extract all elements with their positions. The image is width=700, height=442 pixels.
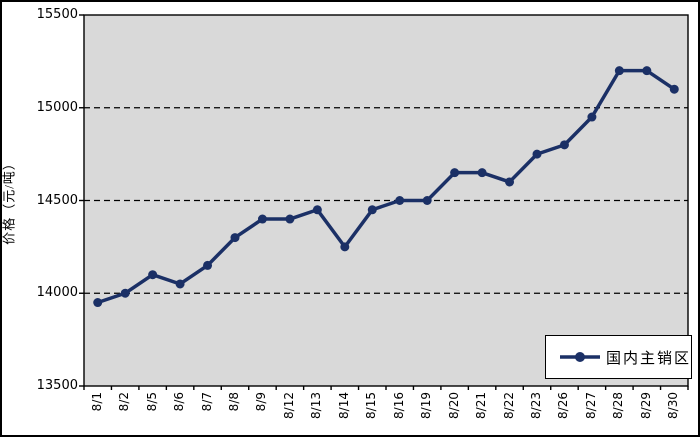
data-point bbox=[312, 205, 322, 215]
x-tick-label: 8/12 bbox=[281, 392, 296, 419]
data-point bbox=[120, 288, 130, 298]
x-tick-label: 8/28 bbox=[611, 392, 626, 419]
x-tick-label: 8/19 bbox=[419, 392, 434, 419]
x-tick-label: 8/30 bbox=[666, 392, 681, 419]
y-tick-label: 13500 bbox=[36, 378, 78, 393]
data-point bbox=[340, 242, 350, 252]
x-tick-label: 8/27 bbox=[583, 392, 598, 419]
x-tick-label: 8/22 bbox=[501, 392, 516, 419]
data-point bbox=[203, 260, 213, 270]
data-point bbox=[230, 233, 240, 243]
x-tick-label: 8/5 bbox=[144, 392, 159, 412]
y-tick-label: 15000 bbox=[36, 99, 78, 115]
data-point bbox=[642, 66, 652, 76]
data-point bbox=[532, 149, 542, 159]
y-tick-label: 14000 bbox=[36, 285, 78, 301]
data-point bbox=[395, 196, 405, 205]
data-point bbox=[614, 66, 624, 76]
legend-box: 国内主销区 bbox=[545, 335, 692, 379]
x-tick-label: 8/1 bbox=[89, 392, 104, 412]
data-point bbox=[422, 196, 432, 205]
x-tick-label: 8/23 bbox=[529, 392, 543, 419]
x-tick-label: 8/29 bbox=[638, 392, 653, 419]
x-tick-label: 8/16 bbox=[391, 392, 406, 419]
data-point bbox=[450, 168, 460, 178]
y-tick-label: 14500 bbox=[36, 192, 78, 208]
data-point bbox=[559, 140, 569, 150]
data-point bbox=[367, 205, 377, 215]
data-point bbox=[477, 168, 487, 178]
x-tick-label: 8/8 bbox=[227, 392, 241, 412]
x-tick-label: 8/21 bbox=[474, 392, 489, 419]
x-tick-label: 8/7 bbox=[199, 392, 214, 412]
data-point bbox=[93, 298, 103, 308]
y-axis-title: 价格（元/吨） bbox=[1, 156, 17, 245]
data-point bbox=[669, 84, 679, 94]
x-tick-label: 8/14 bbox=[336, 392, 351, 419]
data-point bbox=[285, 214, 295, 224]
data-point bbox=[175, 279, 185, 289]
y-tick-label: 15500 bbox=[36, 7, 78, 22]
x-tick-label: 8/20 bbox=[446, 392, 461, 419]
data-point bbox=[587, 112, 597, 122]
x-tick-label: 8/15 bbox=[364, 392, 379, 419]
data-point bbox=[257, 214, 267, 224]
legend-series-label: 国内主销区 bbox=[605, 350, 691, 367]
x-tick-label: 8/13 bbox=[309, 392, 324, 419]
x-tick-label: 8/26 bbox=[556, 392, 571, 419]
data-line bbox=[97, 68, 676, 305]
data-point bbox=[148, 270, 158, 280]
legend-line-marker-icon bbox=[560, 352, 600, 362]
x-tick-label: 8/6 bbox=[172, 392, 187, 412]
x-tick-label: 8/9 bbox=[254, 392, 269, 412]
x-tick-label: 8/2 bbox=[117, 392, 132, 412]
data-point bbox=[505, 177, 515, 187]
